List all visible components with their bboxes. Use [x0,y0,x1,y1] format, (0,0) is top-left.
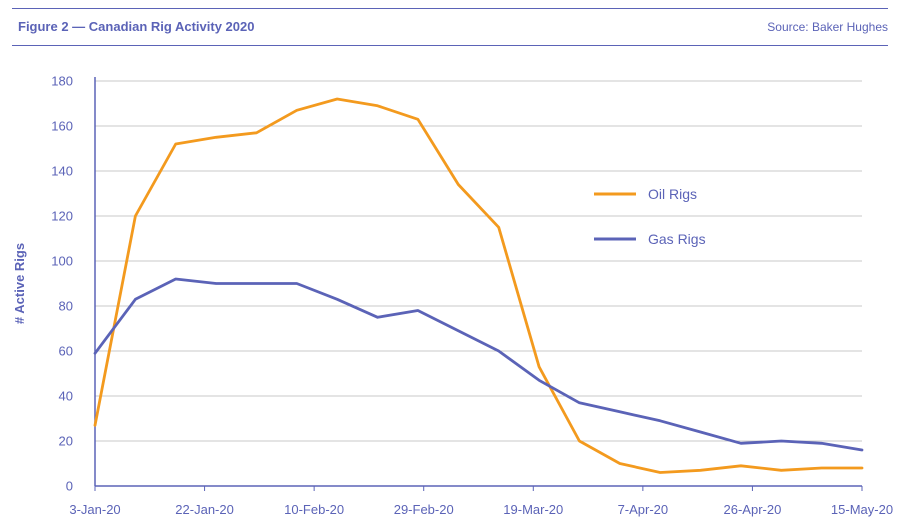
legend-label: Oil Rigs [648,186,697,202]
x-tick-label: 15-May-20 [831,502,893,517]
x-tick-label: 10-Feb-20 [284,502,344,517]
series-lines [93,97,864,474]
grid-lines [95,80,862,442]
y-tick-label: 180 [51,74,73,89]
y-tick-labels: 0 20 40 60 80 100 120 140 160 180 [51,74,73,494]
x-tick-label: 22-Jan-20 [175,502,234,517]
y-axis-label: # Active Rigs [12,243,27,324]
series-line-gas-rigs [93,277,864,452]
y-tick-label: 80 [59,299,73,314]
y-tick-label: 100 [51,254,73,269]
axes [94,77,863,491]
y-tick-label: 160 [51,119,73,134]
y-tick-label: 40 [59,389,73,404]
y-tick-label: 120 [51,209,73,224]
y-tick-label: 20 [59,434,73,449]
y-tick-label: 140 [51,164,73,179]
figure-header: Figure 2 — Canadian Rig Activity 2020 So… [12,8,888,46]
legend-label: Gas Rigs [648,231,706,247]
x-tick-labels: 3-Jan-20 22-Jan-20 10-Feb-20 29-Feb-20 19-Ma… [69,502,893,517]
y-tick-label: 0 [66,479,73,494]
figure-source: Source: Baker Hughes [767,20,888,34]
figure-title: Figure 2 — Canadian Rig Activity 2020 [18,19,255,34]
x-tick-label: 3-Jan-20 [69,502,120,517]
x-tick-label: 7-Apr-20 [618,502,669,517]
legend: Oil Rigs Gas Rigs [594,186,706,247]
x-tick-label: 19-Mar-20 [503,502,563,517]
series-line-oil-rigs [93,97,864,474]
x-tick-label: 26-Apr-20 [724,502,782,517]
x-tick-label: 29-Feb-20 [394,502,454,517]
y-tick-label: 60 [59,344,73,359]
